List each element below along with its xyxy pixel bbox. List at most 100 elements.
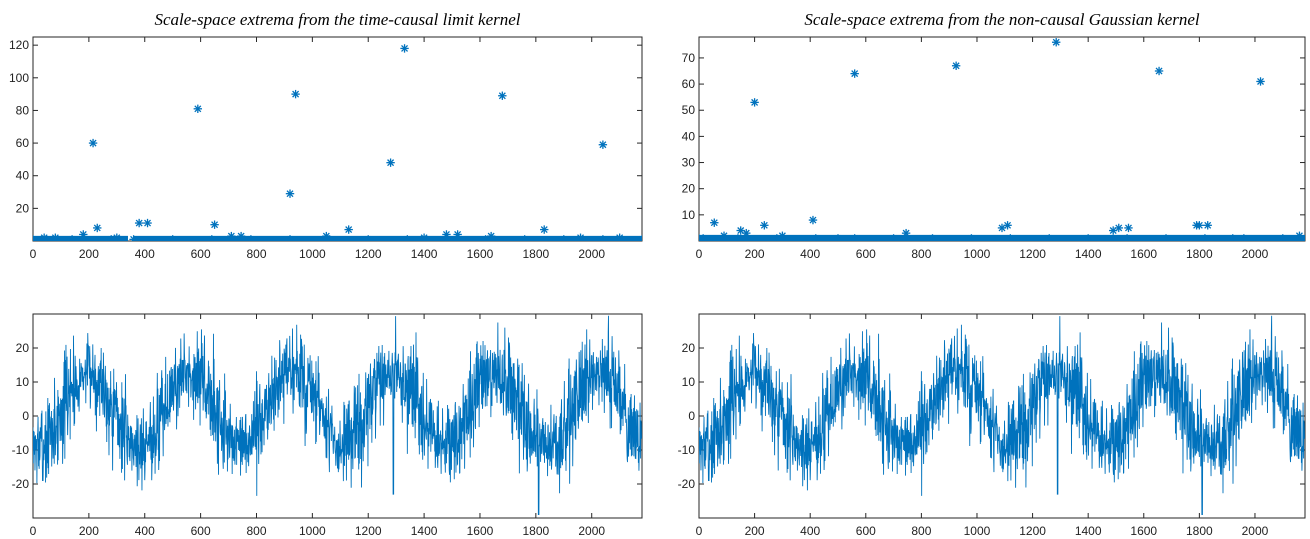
baseline-extremum [637, 235, 642, 241]
x-tick-label: 1000 [299, 524, 326, 538]
extremum-point [850, 69, 859, 78]
x-tick-label: 600 [856, 247, 876, 261]
y-tick-label: 20 [682, 341, 696, 355]
extremum-point [742, 228, 751, 238]
extremum-point [540, 225, 549, 234]
x-tick-label: 800 [911, 247, 931, 261]
baseline-extremum [1006, 234, 1015, 241]
plot-area [699, 38, 1305, 241]
extremum-point [951, 61, 961, 70]
extremum-point [710, 218, 719, 227]
extremum-point [453, 230, 462, 239]
baseline-extremum [33, 235, 38, 241]
x-tick-label: 200 [745, 524, 765, 538]
baseline-extremum [207, 235, 216, 241]
x-tick-label: 1800 [522, 524, 549, 538]
baseline-extremum [1122, 234, 1132, 241]
x-tick-label: 200 [745, 247, 765, 261]
baseline-extremum [967, 234, 976, 241]
x-tick-label: 1000 [964, 524, 991, 538]
baseline-extremum [811, 234, 820, 241]
extremum-point [699, 234, 708, 241]
x-tick-label: 1000 [299, 247, 326, 261]
extremum-point [51, 233, 60, 241]
extremum-point [419, 233, 429, 241]
extremum-point [442, 230, 451, 239]
extremum-point [1256, 77, 1265, 86]
x-tick-label: 1800 [522, 247, 549, 261]
plot-area [699, 315, 1305, 516]
plot-area [33, 315, 642, 516]
extremum-point [778, 231, 787, 240]
x-tick-label: 1400 [1075, 247, 1102, 261]
y-tick-label: 40 [16, 169, 30, 183]
extremum-point [833, 234, 843, 241]
x-tick-label: 400 [800, 247, 820, 261]
x-tick-label: 800 [911, 524, 931, 538]
x-tick-label: 400 [135, 247, 155, 261]
signal-line [699, 315, 1305, 516]
x-tick-label: 1000 [964, 247, 991, 261]
x-tick-label: 0 [30, 524, 37, 538]
y-tick-label: 20 [682, 182, 696, 196]
chart-title: Scale-space extrema from the time-causal… [154, 10, 520, 29]
y-tick-label: 80 [16, 103, 30, 117]
x-tick-label: 1400 [1075, 524, 1102, 538]
extremum-point [88, 138, 98, 148]
x-tick-label: 1400 [411, 247, 438, 261]
x-tick-label: 2000 [578, 247, 605, 261]
x-tick-label: 1200 [355, 524, 382, 538]
y-tick-label: 50 [682, 103, 696, 117]
x-tick-label: 1400 [411, 524, 438, 538]
baseline-extremum [1161, 234, 1171, 241]
extremum-point [1114, 223, 1123, 233]
baseline-extremum [520, 235, 529, 241]
extremum-point [750, 98, 759, 107]
plot-area [33, 44, 642, 241]
extremum-point [322, 231, 331, 241]
extremum-point [143, 218, 152, 228]
baseline-extremum [598, 235, 608, 241]
x-tick-label: 1800 [1186, 247, 1213, 261]
extremum-point [760, 221, 769, 230]
chart-br: 0 200 400 600 800 1000 1200 1400 1600 1800 2000-20… [678, 313, 1306, 538]
x-tick-label: 600 [191, 524, 211, 538]
baseline-extremum [1239, 234, 1249, 241]
baseline-extremum [168, 235, 177, 241]
y-tick-label: 0 [688, 409, 695, 423]
extremum-point [1154, 66, 1164, 76]
chart-tl: Scale-space extrema from the time-causal… [9, 10, 643, 261]
x-tick-label: 800 [246, 247, 266, 261]
y-tick-label: 120 [9, 38, 29, 52]
y-tick-label: 60 [682, 77, 696, 91]
extremum-point [93, 223, 102, 233]
baseline-extremum [246, 235, 256, 241]
extremum-point [486, 231, 496, 241]
baseline-extremum [1278, 234, 1287, 241]
y-tick-label: -10 [678, 443, 696, 457]
chart-title: Scale-space extrema from the non-causal … [804, 10, 1200, 29]
extremum-point [615, 233, 624, 241]
baseline-extremum [403, 235, 412, 241]
x-tick-label: 1600 [467, 524, 494, 538]
x-tick-label: 1600 [467, 247, 494, 261]
extremum-point [719, 231, 729, 240]
x-tick-label: 200 [79, 247, 99, 261]
extremum-point [1228, 234, 1237, 241]
y-tick-label: 40 [682, 129, 696, 143]
x-tick-label: 1800 [1186, 524, 1213, 538]
baseline-extremum [889, 234, 898, 241]
x-tick-label: 1200 [1019, 524, 1046, 538]
extremum-point [227, 231, 236, 241]
extremum-point [498, 91, 507, 100]
y-tick-label: 20 [16, 201, 30, 215]
x-tick-label: 2000 [578, 524, 605, 538]
baseline-extremum [850, 234, 859, 241]
axes-frame [32, 36, 643, 242]
x-tick-label: 1600 [1130, 247, 1157, 261]
signal-line [33, 315, 642, 516]
baseline-extremum [1045, 234, 1054, 241]
extremum-point [808, 215, 818, 225]
x-tick-label: 0 [696, 524, 703, 538]
